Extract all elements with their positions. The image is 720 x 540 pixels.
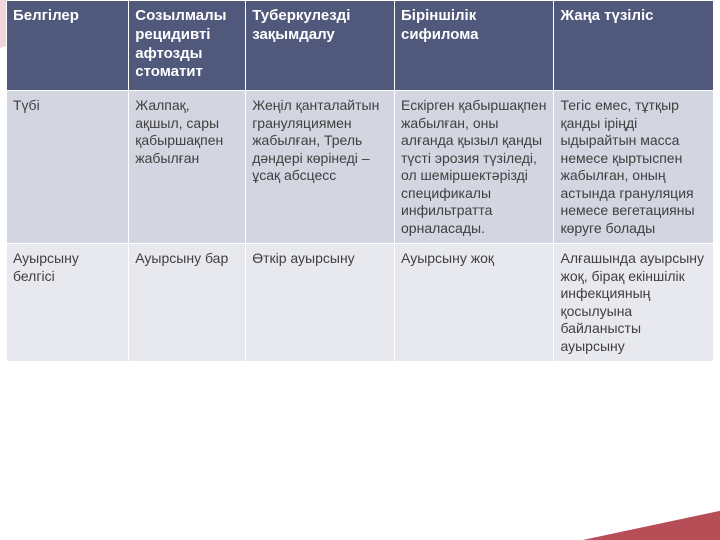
cell: Алғашында ауырсыну жоқ, бірақ екіншілік … (554, 244, 714, 362)
col-header-tb: Туберкулезді зақымдалу (246, 1, 395, 91)
table-header-row: Белгілер Созылмалы рецидивті афтозды сто… (7, 1, 714, 91)
table-row: Ауырсыну белгісі Ауырсыну бар Өткір ауыр… (7, 244, 714, 362)
cell: Жалпақ, ақшыл, сары қабыршақпен жабылған (129, 91, 246, 244)
row-label: Ауырсыну белгісі (7, 244, 129, 362)
col-header-features: Белгілер (7, 1, 129, 91)
decoration-bottom-right (576, 500, 720, 540)
col-header-neoplasm: Жаңа түзіліс (554, 1, 714, 91)
cell: Жеңіл қанталайтын грануляциямен жабылған… (246, 91, 395, 244)
cell: Ауырсыну бар (129, 244, 246, 362)
cell: Өткір ауырсыну (246, 244, 395, 362)
cell: Ауырсыну жоқ (395, 244, 554, 362)
table-row: Түбі Жалпақ, ақшыл, сары қабыршақпен жаб… (7, 91, 714, 244)
row-label: Түбі (7, 91, 129, 244)
cell: Тегіс емес, тұтқыр қанды іріңді ыдырайты… (554, 91, 714, 244)
cell: Ескірген қабыршақпен жабылған, оны алған… (395, 91, 554, 244)
col-header-stomatitis: Созылмалы рецидивті афтозды стоматит (129, 1, 246, 91)
col-header-syphiloma: Біріншілік сифилома (395, 1, 554, 91)
comparison-table: Белгілер Созылмалы рецидивті афтозды сто… (6, 0, 714, 362)
